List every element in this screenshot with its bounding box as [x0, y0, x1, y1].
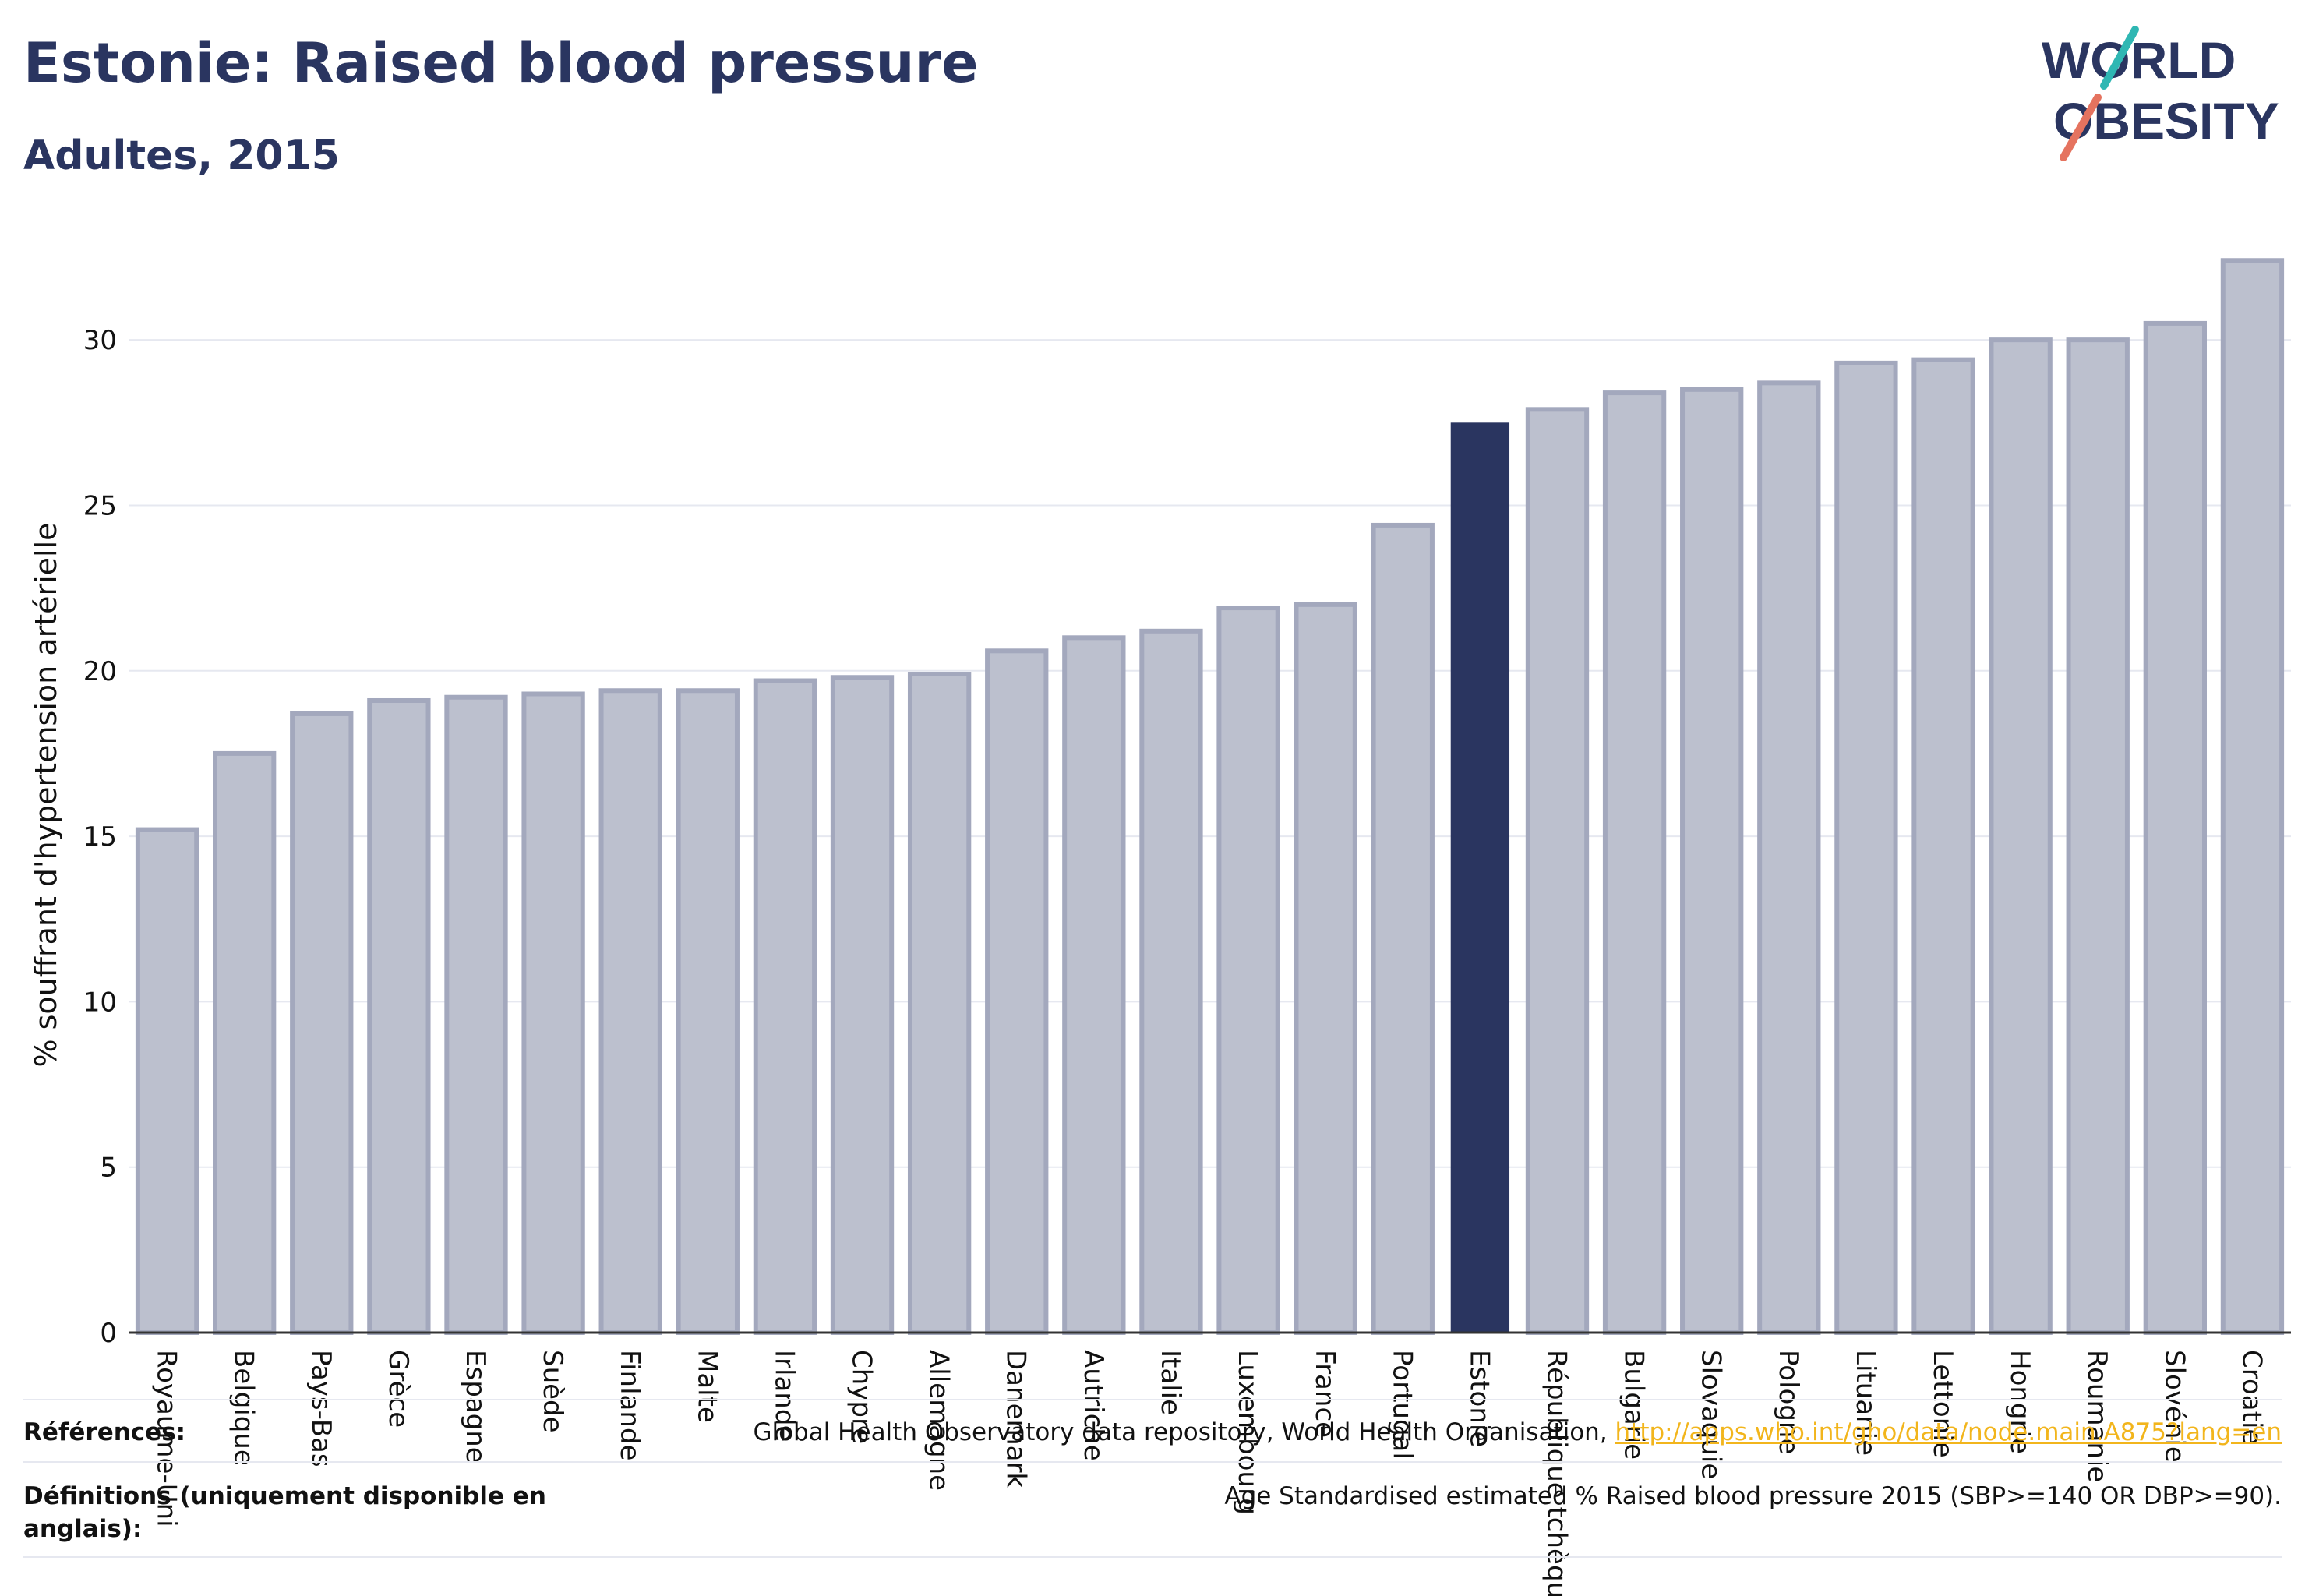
bar [2220, 258, 2285, 1336]
definitions-label-line1: Définitions (uniquement disponible en [23, 1482, 546, 1510]
definitions-label: Définitions (uniquement disponible en ang… [23, 1480, 546, 1545]
x-tick-label: Lituanie [1850, 1350, 1881, 1456]
references-row: Références: Global Health Observatory da… [23, 1399, 2282, 1463]
x-tick-label: Luxembourg [1232, 1350, 1263, 1515]
bar [907, 672, 972, 1335]
x-tick-label: Irlande [768, 1350, 800, 1442]
definitions-label-line2: anglais): [23, 1515, 143, 1543]
bar [290, 711, 354, 1335]
x-tick-label: Suède [537, 1350, 568, 1433]
bar [213, 750, 277, 1335]
x-tick-label: Estonie [1463, 1350, 1495, 1447]
x-tick-label: Croatie [2236, 1350, 2267, 1445]
references-label: Références: [23, 1418, 186, 1446]
y-tick-label: 30 [83, 325, 117, 356]
x-tick-label: France [1309, 1350, 1340, 1438]
y-axis-title: % souffrant d'hypertension artérielle [29, 522, 63, 1067]
x-tick-label: Pays-Bas [305, 1350, 337, 1467]
x-tick-label: Danemark [1001, 1350, 1032, 1488]
chart-title: Estonie: Raised blood pressure [23, 31, 979, 95]
bar [1371, 522, 1435, 1335]
x-tick-labels: Royaume-Uni Belgique Pays-Bas Grèce Espagne S… [151, 1350, 2268, 1596]
bar [753, 678, 817, 1335]
bar [135, 827, 199, 1335]
bar [1062, 635, 1126, 1335]
x-tick-label: Roumanie [2081, 1350, 2113, 1482]
logo-slash-coral [2060, 94, 2102, 161]
x-tick-label: Royaume-Uni [151, 1350, 182, 1527]
y-tick-label: 5 [100, 1153, 117, 1184]
definitions-row: Définitions (uniquement disponible en ang… [23, 1461, 2282, 1558]
bar [1680, 387, 1744, 1335]
x-tick-label: Bulgarie [1618, 1350, 1650, 1460]
x-tick-label: République tchèque [1541, 1350, 1572, 1596]
bar [2066, 337, 2130, 1336]
y-tick-label: 25 [83, 490, 117, 521]
axes: 0 5 10 15 20 25 30 % souffrant d'hypertension a… [29, 325, 2291, 1349]
bar [598, 688, 662, 1335]
references-value: Global Health Observatory data repositor… [753, 1416, 2282, 1449]
logo-slash-teal [2100, 26, 2139, 90]
x-tick-label: Slovaquie [1696, 1350, 1727, 1479]
x-tick-label: Malte [691, 1350, 722, 1423]
x-tick-label: Portugal [1386, 1350, 1417, 1460]
bar [1525, 407, 1590, 1335]
bar [1911, 357, 1975, 1336]
references-text: Global Health Observatory data repositor… [753, 1418, 1615, 1446]
x-tick-label: Chypre [846, 1350, 877, 1444]
world-obesity-logo: WORLD OBESITY [2042, 26, 2279, 161]
bar [444, 694, 508, 1335]
bar [1989, 337, 2053, 1336]
bar [521, 691, 585, 1335]
definitions-value: Age Standardised estimated % Raised bloo… [1224, 1482, 2282, 1510]
bar [1216, 606, 1280, 1335]
y-tick-label: 10 [83, 987, 117, 1018]
bar [830, 675, 895, 1335]
x-tick-label: Hongrie [2004, 1350, 2035, 1454]
bar [985, 648, 1049, 1335]
x-tick-label: Pologne [1773, 1350, 1804, 1454]
x-tick-label: Italie [1155, 1350, 1186, 1415]
x-tick-label: Allemagne [923, 1350, 955, 1491]
y-tick-label: 15 [83, 821, 117, 853]
bar [1757, 380, 1821, 1335]
x-tick-label: Lettonie [1927, 1350, 1958, 1458]
x-tick-label: Slovénie [2159, 1350, 2190, 1463]
y-tick-label: 0 [100, 1318, 117, 1349]
x-tick-label: Grèce [383, 1350, 414, 1428]
x-tick-label: Autriche [1078, 1350, 1109, 1461]
bar [1294, 602, 1357, 1335]
bar [1834, 360, 1898, 1335]
chart-subtitle: Adultes, 2015 [23, 132, 340, 179]
references-link[interactable]: http://apps.who.int/gho/data/node.main.A… [1615, 1418, 2282, 1446]
y-tick-label: 20 [83, 656, 117, 687]
bars [135, 258, 2285, 1336]
bar-highlight [1450, 422, 1510, 1333]
bar [2143, 320, 2207, 1335]
bar [676, 688, 740, 1335]
bar [1602, 390, 1667, 1336]
x-tick-label: Belgique [228, 1350, 259, 1466]
logo-line1: WORLD [2042, 31, 2236, 89]
bar [1139, 628, 1203, 1335]
x-tick-label: Finlande [614, 1350, 645, 1460]
bar [367, 697, 431, 1335]
x-tick-label: Espagne [460, 1350, 491, 1464]
